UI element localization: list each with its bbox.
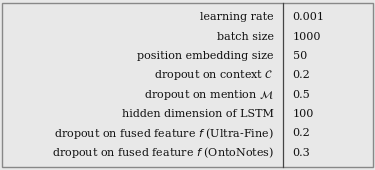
Text: dropout on fused feature $f$ (OntoNotes): dropout on fused feature $f$ (OntoNotes) <box>52 145 274 160</box>
Text: dropout on mention $\mathcal{M}$: dropout on mention $\mathcal{M}$ <box>144 88 274 102</box>
Text: 0.2: 0.2 <box>292 128 310 138</box>
Text: 100: 100 <box>292 109 314 119</box>
Text: 0.3: 0.3 <box>292 148 310 158</box>
Text: 0.2: 0.2 <box>292 70 310 80</box>
Text: 50: 50 <box>292 51 307 61</box>
FancyBboxPatch shape <box>2 3 373 167</box>
Text: 0.001: 0.001 <box>292 12 324 22</box>
Text: dropout on context $\mathcal{C}$: dropout on context $\mathcal{C}$ <box>154 68 274 82</box>
Text: learning rate: learning rate <box>200 12 274 22</box>
Text: dropout on fused feature $f$ (Ultra-Fine): dropout on fused feature $f$ (Ultra-Fine… <box>54 126 274 141</box>
Text: 1000: 1000 <box>292 32 321 42</box>
Text: batch size: batch size <box>217 32 274 42</box>
Text: position embedding size: position embedding size <box>137 51 274 61</box>
Text: 0.5: 0.5 <box>292 90 310 100</box>
Text: hidden dimension of LSTM: hidden dimension of LSTM <box>122 109 274 119</box>
